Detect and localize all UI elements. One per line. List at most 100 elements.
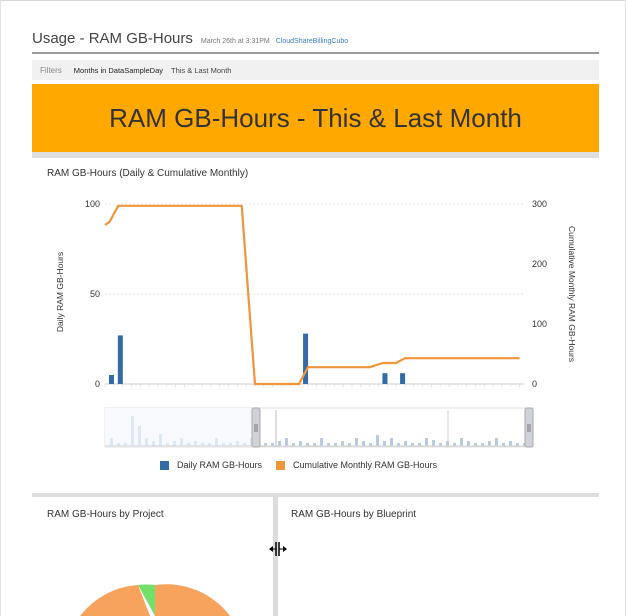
navigator-bar [194, 441, 197, 446]
navigator-bar [397, 443, 400, 446]
daily-bar [382, 373, 388, 384]
navigator-bar [306, 443, 309, 446]
left-tick-label: 0 [95, 379, 100, 389]
right-tick-label: 200 [532, 259, 547, 269]
title-banner: RAM GB-Hours - This & Last Month [32, 84, 599, 152]
pie-slice-green[interactable] [138, 584, 155, 616]
navigator-bar [341, 441, 344, 446]
left-tick-label: 100 [85, 199, 100, 209]
navigator-bar [481, 443, 484, 446]
legend-swatch-cumulative [276, 460, 286, 470]
left-axis-ticks: 0 50 100 [85, 199, 100, 389]
filter-name[interactable]: Months in DataSampleDay [73, 65, 163, 75]
navigator-bar [432, 440, 435, 446]
navigator-bar [187, 443, 190, 446]
navigator-bar [166, 443, 169, 446]
navigator-bar [460, 438, 463, 446]
blueprint-panel-title: RAM GB-Hours by Blueprint [291, 509, 417, 520]
navigator-bar [278, 441, 281, 446]
navigator-bar [264, 443, 267, 446]
banner-divider [32, 152, 599, 158]
navigator-bar [215, 438, 218, 446]
navigator-bar [152, 441, 155, 446]
legend-swatch-daily [160, 460, 169, 470]
navigator-bar [138, 426, 141, 446]
navigator-bar [236, 441, 239, 446]
filter-bar: Filters Months in DataSampleDay This & L… [32, 60, 599, 80]
banner-text: RAM GB-Hours - This & Last Month [109, 102, 522, 133]
cumulative-series-line [104, 204, 520, 386]
navigator-bar [502, 443, 505, 446]
left-tick-label: 50 [90, 289, 100, 299]
navigator-bar [474, 443, 477, 446]
column-resize-cursor-icon [269, 542, 287, 556]
navigator-bar [376, 435, 379, 446]
daily-bars [109, 333, 406, 384]
legend-label-cumulative: Cumulative Monthly RAM GB-Hours [293, 460, 438, 470]
legend-label-daily: Daily RAM GB-Hours [177, 460, 263, 470]
navigator-bar [117, 443, 120, 446]
navigator-bar [355, 438, 358, 446]
navigator-bar [180, 438, 183, 446]
navigator-bar [222, 443, 225, 446]
right-tick-label: 0 [532, 379, 537, 389]
page-title: Usage - RAM GB-Hours [32, 30, 193, 47]
filter-value[interactable]: This & Last Month [171, 65, 232, 75]
navigator-bar [229, 443, 232, 446]
navigator-bar [159, 434, 162, 446]
navigator-bar [488, 441, 491, 446]
dashboard-header: Usage - RAM GB-Hours March 26th at 3:31P… [32, 30, 599, 54]
navigator-bar [320, 438, 323, 446]
pie-slice-orange-left[interactable] [80, 585, 150, 616]
chart-grid [104, 203, 524, 387]
navigator-bar [201, 443, 204, 446]
legend-item-cumulative[interactable]: Cumulative Monthly RAM GB-Hours [276, 460, 437, 470]
section-divider [32, 493, 599, 497]
navigator-bar [509, 441, 512, 446]
navigator-bar [418, 443, 421, 446]
navigator-bar [404, 441, 407, 446]
navigator-bar [383, 441, 386, 446]
navigator-bar [208, 443, 211, 446]
last-updated-timestamp: March 26th at 3:31PM [200, 38, 270, 45]
navigator-bar [173, 441, 176, 446]
navigator-bar [453, 443, 456, 446]
navigator-bar [411, 443, 414, 446]
daily-bar [109, 375, 114, 384]
navigator-bar [327, 443, 330, 446]
navigator-bar [299, 441, 302, 446]
right-tick-label: 100 [532, 319, 547, 329]
navigator-bar [467, 441, 470, 446]
right-tick-label: 300 [532, 199, 547, 209]
navigator-bar [334, 443, 337, 446]
navigator-bar [124, 443, 127, 446]
pie-slice-orange-right[interactable] [155, 584, 230, 616]
navigator-bar [425, 438, 428, 446]
navigator-bar [369, 443, 372, 446]
daily-bar [400, 373, 406, 384]
project-panel-title: RAM GB-Hours by Project [47, 509, 164, 520]
navigator-bar [145, 438, 148, 446]
navigator-bar [348, 443, 351, 446]
panel-divider[interactable] [273, 497, 278, 616]
navigator-bar [362, 441, 365, 446]
navigator-right-handle[interactable] [524, 407, 534, 448]
range-navigator[interactable] [104, 407, 534, 448]
data-cube-link[interactable]: CloudShareBillingCubo [275, 38, 349, 45]
legend-item-daily[interactable]: Daily RAM GB-Hours [160, 460, 262, 470]
navigator-bar [110, 438, 113, 446]
chart-title: RAM GB-Hours (Daily & Cumulative Monthly… [47, 168, 249, 179]
navigator-bar [131, 416, 134, 446]
chart-legend: Daily RAM GB-Hours Cumulative Monthly RA… [160, 460, 451, 470]
cumulative-line [104, 204, 520, 386]
daily-bar [303, 333, 309, 384]
navigator-left-handle[interactable] [251, 407, 261, 448]
filters-label: Filters [40, 65, 62, 75]
navigator-bar [439, 443, 442, 446]
navigator-bar [292, 443, 295, 446]
right-axis-ticks: 0 100 200 300 [532, 199, 547, 389]
navigator-bar [495, 438, 498, 446]
daily-bar [117, 335, 123, 384]
